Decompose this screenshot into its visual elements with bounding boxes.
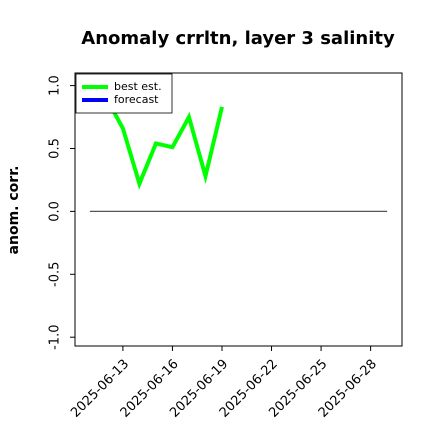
y-tick-label: -0.5 (48, 262, 63, 287)
legend-label: forecast (114, 93, 159, 106)
plot-frame (74, 72, 403, 347)
y-tick-label: 1.0 (48, 75, 63, 96)
chart-title: Anomaly crrltn, layer 3 salinity (81, 28, 395, 49)
y-tick-label: -1.0 (48, 325, 63, 350)
y-tick-label: 0.5 (48, 138, 63, 159)
y-axis-label: anom. corr. (6, 166, 22, 255)
legend-label: best est. (114, 80, 162, 93)
legend-box (75, 73, 173, 114)
y-tick-label: 0.0 (48, 201, 63, 222)
